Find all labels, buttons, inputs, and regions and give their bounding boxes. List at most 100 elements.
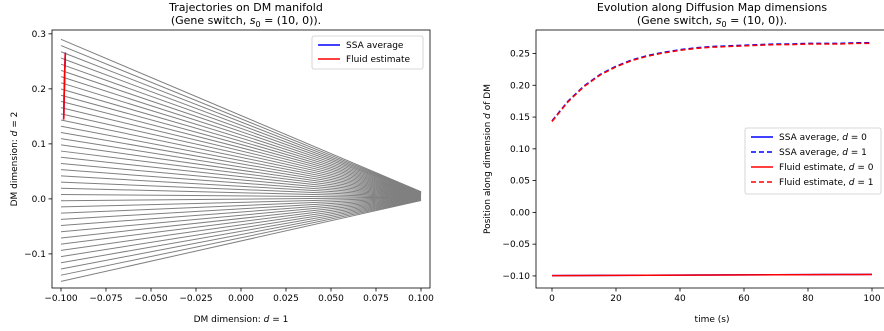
x-tick-label: 60 — [738, 294, 750, 304]
left-x-axis-ticks: −0.100 −0.075 −0.050 −0.025 0.000 0.025 0.050 0… — [44, 288, 434, 304]
right-legend-frame — [744, 127, 882, 195]
left-x-axis-label: DM dimension: d = 1 — [194, 315, 289, 325]
right-chart-subtitle: (Gene switch, s0 = (10, 0)). — [637, 14, 787, 29]
trajectory-line — [60, 200, 422, 282]
y-tick-label: 0.10 — [510, 145, 530, 155]
right-legend: SSA average, d = 0 SSA average, d = 1 Flui… — [744, 127, 882, 195]
trajectory-line — [60, 125, 422, 196]
trajectory-line — [60, 69, 422, 194]
y-tick-label: 0.15 — [510, 113, 530, 123]
trajectory-line — [60, 138, 422, 196]
trajectory-line — [60, 119, 422, 196]
trajectory-line — [60, 144, 422, 197]
x-tick-label: 0.025 — [273, 294, 299, 304]
left-chart: Trajectories on DM manifold (Gene switch… — [10, 1, 434, 325]
x-tick-label: 0.050 — [318, 294, 344, 304]
y-tick-label: −0.10 — [502, 272, 530, 282]
series-line-1 — [551, 41, 872, 122]
x-tick-label: 0 — [549, 294, 555, 304]
trajectory-line — [60, 63, 422, 194]
legend-label-fluid-estimate: Fluid estimate — [346, 55, 411, 65]
right-x-axis-ticks: 0 20 40 60 80 100 — [549, 288, 881, 304]
trajectory-line — [60, 198, 422, 227]
series-line-3 — [551, 42, 872, 122]
y-tick-label: 0.00 — [510, 208, 530, 218]
left-legend: SSA average Fluid estimate — [311, 35, 424, 70]
right-x-axis-label: time (s) — [695, 315, 730, 325]
trajectory-line — [60, 181, 422, 198]
y-tick-label: 0.20 — [510, 81, 530, 91]
right-plot-frame — [535, 29, 884, 289]
left-plot-frame — [51, 29, 431, 289]
left-y-axis-ticks: −0.1 0.0 0.1 0.2 0.3 — [24, 30, 52, 260]
trajectory-line — [60, 197, 422, 202]
trajectory-line — [60, 156, 422, 197]
legend-label: SSA average, d = 1 — [779, 148, 867, 158]
left-chart-series — [62, 52, 67, 120]
trajectory-line — [60, 169, 422, 197]
x-tick-label: 0.075 — [363, 294, 389, 304]
trajectory-line — [60, 51, 422, 193]
trajectory-line — [60, 199, 422, 276]
y-tick-label: 0.25 — [510, 50, 530, 60]
x-tick-label: −0.100 — [44, 294, 78, 304]
left-y-axis-label: DM dimension: d = 2 — [10, 112, 20, 207]
trajectory-line — [60, 45, 422, 193]
y-tick-label: 0.0 — [32, 195, 47, 205]
trajectory-line — [60, 76, 422, 194]
trajectory-line — [60, 107, 422, 195]
right-chart-title: Evolution along Diffusion Map dimensions — [597, 1, 828, 14]
series-line-2 — [551, 273, 873, 277]
x-tick-label: −0.075 — [89, 294, 122, 304]
y-tick-label: −0.05 — [502, 240, 530, 250]
trajectory-line — [60, 199, 422, 264]
y-tick-label: 0.3 — [32, 30, 46, 40]
trajectory-line — [60, 198, 422, 233]
legend-label: Fluid estimate, d = 0 — [779, 163, 874, 173]
x-tick-label: −0.025 — [179, 294, 212, 304]
y-tick-label: 0.2 — [32, 85, 46, 95]
trajectory-line — [60, 150, 422, 197]
x-tick-label: 40 — [674, 294, 686, 304]
trajectory-line — [60, 131, 422, 196]
trajectory-line — [60, 197, 422, 220]
x-tick-label: 80 — [802, 294, 814, 304]
trajectory-line — [60, 88, 422, 195]
right-chart-series — [551, 41, 873, 277]
trajectory-bundle — [60, 38, 422, 282]
legend-label: Fluid estimate, d = 1 — [779, 178, 874, 188]
right-y-axis-label: Position along dimension d of DM — [483, 84, 493, 234]
trajectory-line — [60, 197, 422, 214]
legend-label: SSA average, d = 0 — [779, 133, 867, 143]
trajectory-line — [60, 198, 422, 251]
left-chart-subtitle: (Gene switch, s0 = (10, 0)). — [171, 14, 321, 29]
trajectory-line — [60, 199, 422, 270]
x-tick-label: 20 — [610, 294, 622, 304]
trajectory-line — [60, 187, 422, 198]
right-y-axis-ticks: −0.10 −0.05 0.00 0.05 0.10 0.15 0.20 0.25 — [502, 50, 536, 282]
x-tick-label: 0.000 — [228, 294, 254, 304]
legend-label-ssa-average: SSA average — [346, 41, 404, 51]
trajectory-line — [60, 38, 422, 193]
trajectory-line — [60, 162, 422, 197]
fluid-estimate-line — [62, 53, 67, 120]
x-tick-label: 0.100 — [408, 294, 434, 304]
y-tick-label: 0.1 — [32, 140, 46, 150]
trajectory-line — [60, 197, 422, 208]
y-tick-label: −0.1 — [24, 250, 46, 260]
trajectory-line — [60, 175, 422, 198]
trajectory-line — [60, 198, 422, 239]
right-chart: Evolution along Diffusion Map dimensions… — [483, 1, 884, 325]
x-tick-label: −0.050 — [134, 294, 168, 304]
trajectory-line — [60, 100, 422, 195]
x-tick-label: 100 — [863, 294, 880, 304]
trajectory-line — [60, 82, 422, 194]
trajectory-line — [60, 198, 422, 245]
trajectory-line — [60, 194, 422, 198]
trajectory-line — [60, 199, 422, 258]
trajectory-line — [60, 57, 422, 193]
left-chart-title: Trajectories on DM manifold — [168, 1, 323, 14]
y-tick-label: 0.05 — [510, 177, 530, 187]
trajectory-line — [60, 94, 422, 195]
